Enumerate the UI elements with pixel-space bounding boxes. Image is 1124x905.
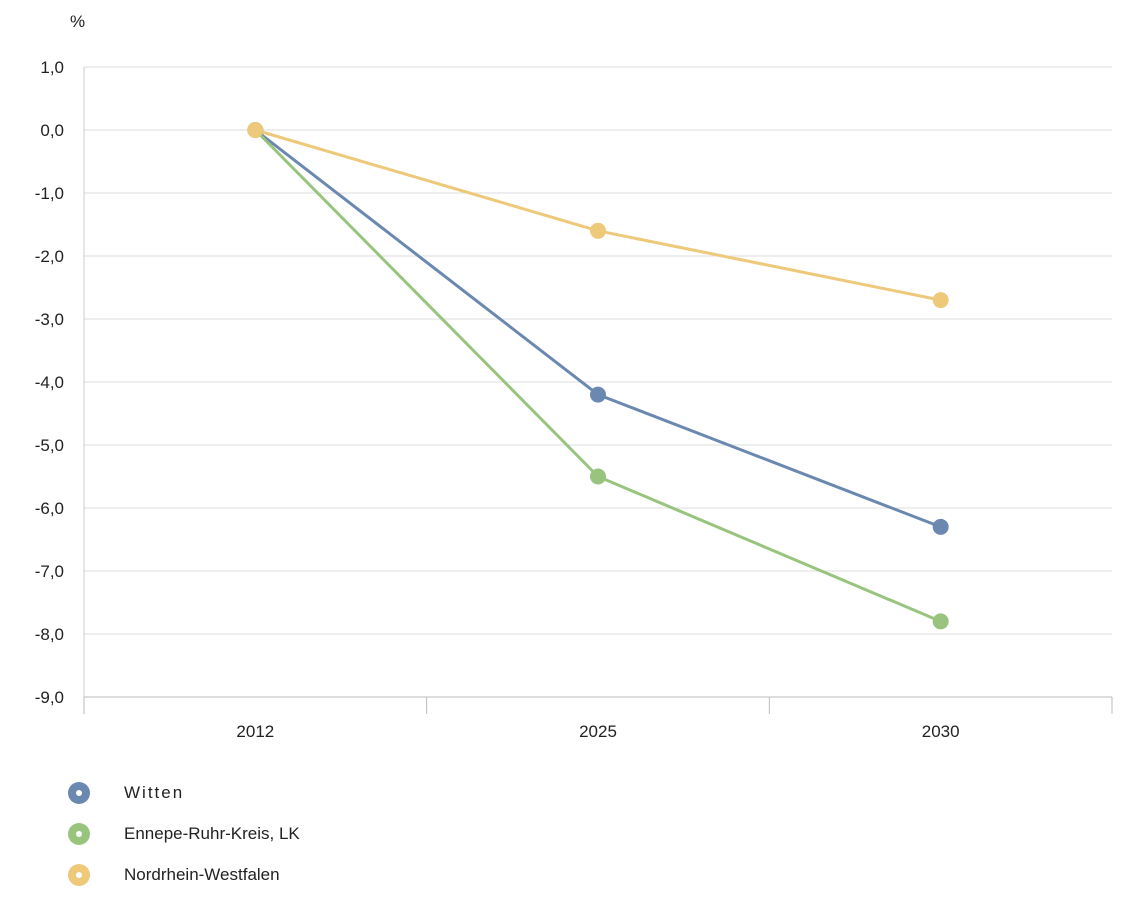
series-line-1 [254,128,942,623]
y-tick-label: -5,0 [35,436,64,455]
axes [83,67,1113,714]
x-axis-tick-labels: 2012 2025 2030 [236,722,959,741]
data-point [590,222,606,239]
y-tick-label: -6,0 [35,499,64,518]
y-tick-label: 0,0 [40,121,64,140]
legend-label-ennepe-ruhr-kreis: Ennepe-Ruhr-Kreis, LK [124,824,300,843]
y-tick-label: 1,0 [40,58,64,77]
y-tick-label: -9,0 [35,688,64,707]
data-point [932,292,949,309]
series-line-0 [254,128,942,529]
y-tick-label: -8,0 [35,625,64,644]
y-tick-label: -7,0 [35,562,64,581]
y-tick-label: -3,0 [35,310,64,329]
data-point [590,386,606,403]
legend-marker-nordrhein-westfalen [68,864,90,886]
y-tick-label: -1,0 [35,184,64,203]
x-tick-label: 2025 [579,722,617,741]
series-points [247,122,949,630]
legend-item-ennepe-ruhr-kreis[interactable]: Ennepe-Ruhr-Kreis, LK [68,823,300,845]
legend-label-witten: Witten [124,783,185,802]
legend-marker-ennepe-ruhr-kreis [68,823,90,845]
series-line-2 [254,128,941,302]
data-point [247,122,264,138]
gridlines [84,66,1112,635]
line-chart: % 1,0 0,0 -1,0 -2,0 -3,0 -4,0 -5,0 -6,0 -7,0 -8,0… [35,12,1113,741]
legend-marker-witten [68,782,90,804]
data-point [590,468,606,485]
x-tick-label: 2012 [236,722,274,741]
y-axis-unit-label: % [70,12,85,31]
x-tick-label: 2030 [922,722,960,741]
data-point [932,518,949,535]
legend: Witten Ennepe-Ruhr-Kreis, LK Nordrhein-W… [68,782,300,905]
y-tick-label: -4,0 [35,373,64,392]
legend-item-nordrhein-westfalen[interactable]: Nordrhein-Westfalen [68,864,300,886]
data-point [932,613,949,630]
y-tick-label: -2,0 [35,247,64,266]
y-axis-tick-labels: 1,0 0,0 -1,0 -2,0 -3,0 -4,0 -5,0 -6,0 -7,0 -8,0 -9… [35,58,64,707]
legend-label-nordrhein-westfalen: Nordrhein-Westfalen [124,865,280,884]
legend-item-witten[interactable]: Witten [68,782,300,804]
series-lines [254,128,942,623]
